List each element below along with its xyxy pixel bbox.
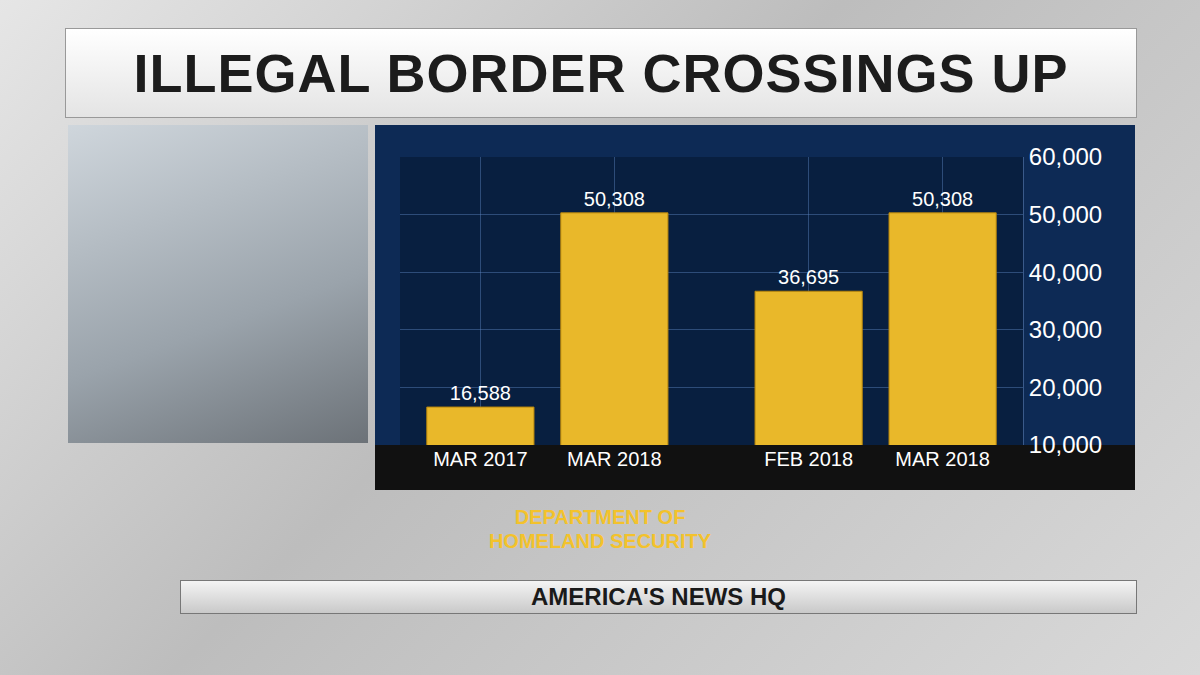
svg-text:MAR 2018: MAR 2018 xyxy=(567,448,662,470)
html-text:DEPARTMENT OF HOMELAND SECURIT: DEPARTMENT OF HOMELAND SECURITY xyxy=(488,506,712,552)
svg-text:30,000: 30,000 xyxy=(1029,316,1102,343)
svg-text:MAR 2018: MAR 2018 xyxy=(895,448,990,470)
svg-text:10,000: 10,000 xyxy=(1029,431,1102,458)
svg-text:20,000: 20,000 xyxy=(1029,374,1102,401)
svg-text:50,308: 50,308 xyxy=(584,188,645,210)
html-text:AMERICA'S NEWS HQ: AMERICA'S NEWS HQ xyxy=(531,583,786,610)
html-text:ILLEGAL BORDER CROSSINGS UP: ILLEGAL BORDER CROSSINGS UP xyxy=(133,43,1069,103)
svg-text:40,000: 40,000 xyxy=(1029,259,1102,286)
svg-text:50,308: 50,308 xyxy=(912,188,973,210)
svg-text:60,000: 60,000 xyxy=(1029,143,1102,170)
svg-text:16,588: 16,588 xyxy=(450,382,511,404)
svg-text:MAR 2017: MAR 2017 xyxy=(433,448,528,470)
svg-text:50,000: 50,000 xyxy=(1029,201,1102,228)
svg-text:FEB 2018: FEB 2018 xyxy=(764,448,853,470)
svg-text:36,695: 36,695 xyxy=(778,266,839,288)
